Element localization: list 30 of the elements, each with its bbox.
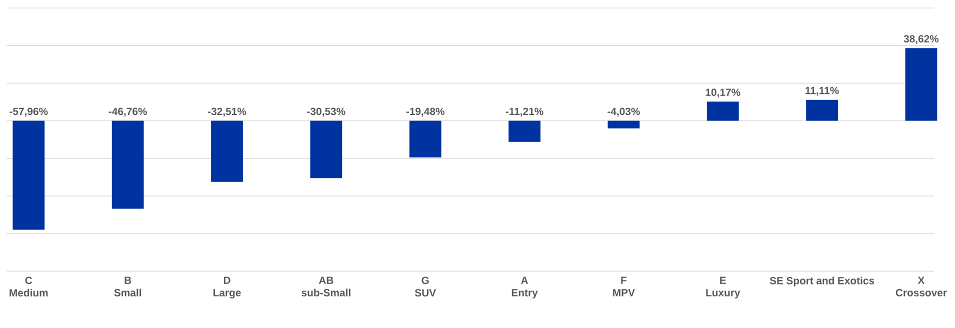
data-label: -57,96% [10, 108, 48, 117]
x-tick-label: E Luxury [706, 276, 740, 298]
x-tick-label: G SUV [414, 276, 436, 296]
bar [409, 120, 442, 158]
data-label: 10,17% [706, 88, 740, 98]
data-label: 38,62% [904, 35, 939, 44]
x-tick-label: AB sub-Small [302, 276, 350, 296]
data-label: -4,03% [608, 108, 640, 117]
x-tick-label: B Small [114, 276, 141, 296]
data-label: -30,53% [307, 108, 346, 117]
data-label: -46,76% [108, 108, 147, 117]
x-tick-label: A Entry [512, 276, 538, 298]
x-tick-label: X Crossover [896, 276, 947, 296]
x-tick-label: D Large [213, 276, 241, 298]
data-label: -11,21% [506, 108, 544, 117]
bar [706, 102, 739, 121]
bar [508, 120, 540, 142]
x-tick-label: SE Sport and Exotics [770, 276, 874, 286]
bar [211, 120, 243, 182]
x-tick-label: C Medium [10, 276, 48, 296]
data-label: 11,11% [806, 86, 839, 96]
bar [112, 120, 144, 209]
data-label: -32,51% [208, 108, 246, 117]
x-tick-label: F MPV [613, 276, 635, 296]
bar [905, 48, 938, 121]
bar [310, 120, 342, 178]
bar [608, 120, 640, 128]
bar [806, 100, 838, 121]
data-label: -19,48% [406, 108, 444, 117]
bar [12, 120, 45, 230]
